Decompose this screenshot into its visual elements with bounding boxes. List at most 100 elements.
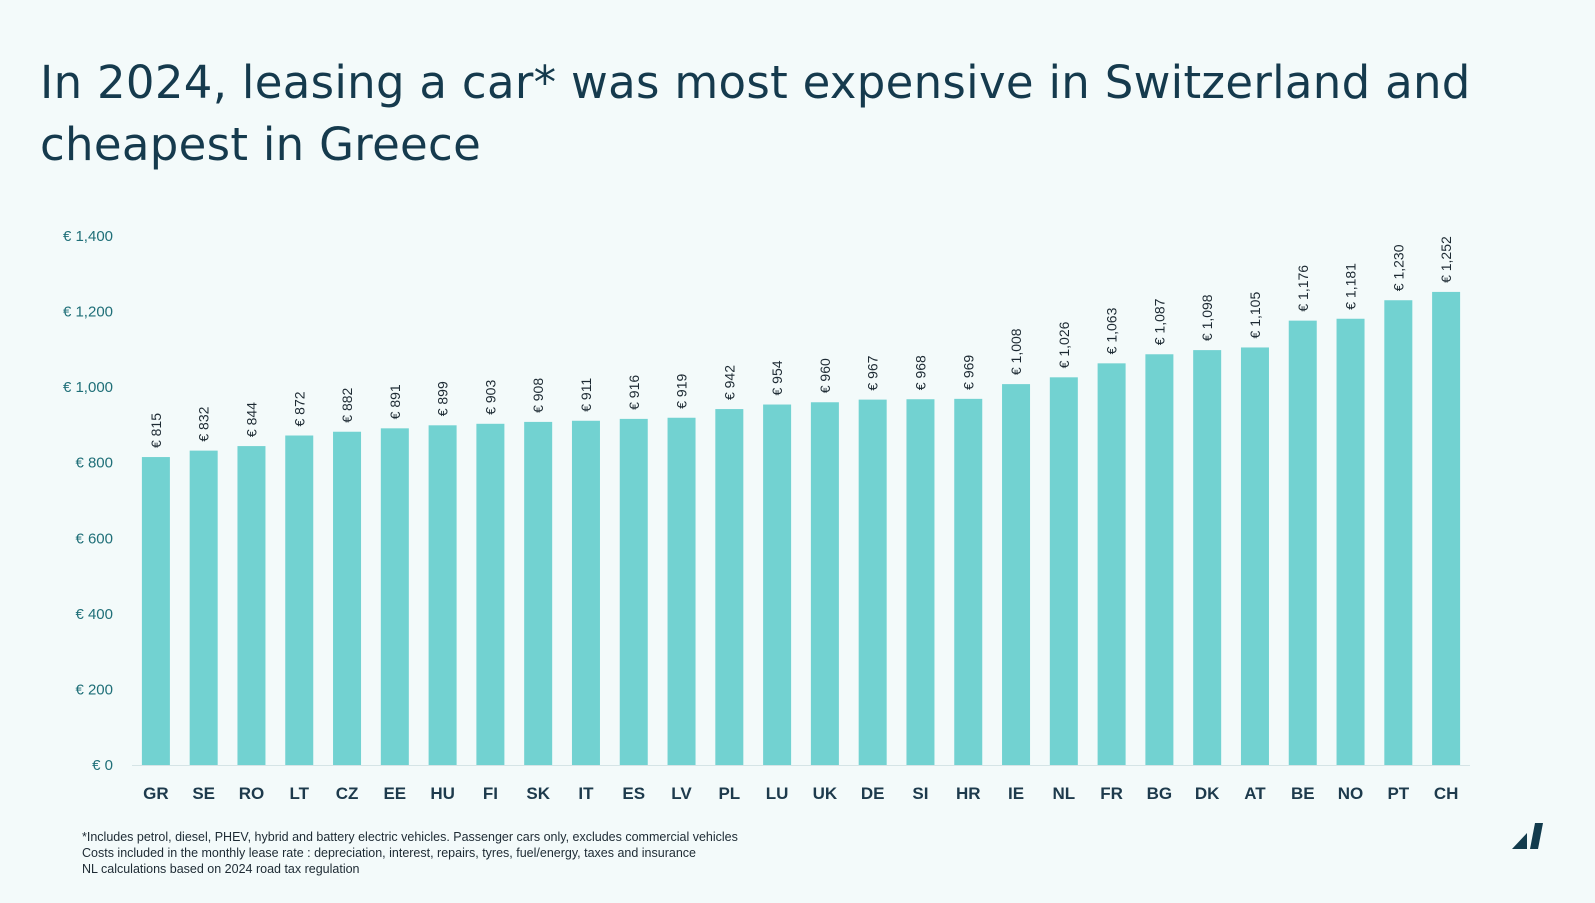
- data-label: € 1,252: [1438, 236, 1454, 283]
- data-label: € 1,087: [1151, 298, 1167, 345]
- y-tick-label: € 1,400: [63, 228, 113, 245]
- x-tick-label: FR: [1100, 784, 1123, 803]
- footnote-nl-tax: NL calculations based on 2024 road tax r…: [82, 862, 360, 876]
- x-tick-label: FI: [483, 784, 498, 803]
- x-tick-label: BG: [1147, 784, 1173, 803]
- y-tick-label: € 800: [75, 455, 113, 472]
- data-label: € 872: [291, 391, 307, 426]
- data-label: € 1,063: [1104, 307, 1120, 354]
- x-tick-label: HU: [430, 784, 455, 803]
- bar: [1145, 354, 1174, 765]
- bar: [1288, 320, 1317, 765]
- y-tick-label: € 400: [75, 606, 113, 623]
- data-label: € 1,176: [1295, 265, 1311, 312]
- bar: [333, 431, 362, 765]
- x-tick-label: IE: [1008, 784, 1024, 803]
- data-label: € 908: [530, 378, 546, 413]
- x-tick-label: EE: [383, 784, 406, 803]
- data-label: € 1,026: [1056, 321, 1072, 368]
- bar-series: [141, 291, 1461, 765]
- bar: [810, 402, 839, 765]
- data-label: € 968: [912, 355, 928, 390]
- data-label: € 916: [626, 375, 642, 410]
- bar: [1240, 347, 1269, 765]
- x-tick-label: PT: [1387, 784, 1409, 803]
- x-tick-label: NL: [1052, 784, 1075, 803]
- data-label: € 844: [243, 402, 259, 437]
- bar: [906, 399, 935, 765]
- bar: [524, 421, 553, 765]
- bar: [571, 420, 600, 765]
- x-tick-label: LV: [671, 784, 692, 803]
- x-tick-label: DE: [861, 784, 885, 803]
- data-label: € 954: [769, 360, 785, 395]
- data-label: € 882: [339, 387, 355, 422]
- data-label: € 1,105: [1247, 292, 1263, 339]
- x-tick-label: CH: [1434, 784, 1459, 803]
- bar: [667, 417, 696, 765]
- bar: [1049, 377, 1078, 765]
- x-tick-label: IT: [578, 784, 594, 803]
- bar: [858, 399, 887, 765]
- bar: [954, 398, 983, 765]
- data-label: € 969: [960, 355, 976, 390]
- data-label: € 815: [148, 413, 164, 448]
- data-label: € 903: [482, 380, 498, 415]
- data-label: € 891: [387, 384, 403, 419]
- bar: [763, 404, 792, 765]
- bar: [715, 409, 744, 765]
- y-tick-label: € 0: [92, 757, 113, 774]
- x-tick-label: RO: [239, 784, 265, 803]
- bar: [1336, 318, 1365, 765]
- x-tick-label: PL: [718, 784, 740, 803]
- y-tick-label: € 1,200: [63, 304, 113, 321]
- x-tick-label: SE: [192, 784, 215, 803]
- bar: [1193, 350, 1222, 765]
- bar: [285, 435, 314, 765]
- bar: [1002, 384, 1031, 765]
- chart-title: In 2024, leasing a car* was most expensi…: [40, 56, 1471, 171]
- data-label: € 832: [196, 406, 212, 441]
- bar: [237, 446, 266, 765]
- x-tick-label: UK: [813, 784, 838, 803]
- x-tick-label: ES: [622, 784, 645, 803]
- x-tick-label: CZ: [336, 784, 359, 803]
- x-tick-label: DK: [1195, 784, 1220, 803]
- data-label: € 960: [817, 358, 833, 393]
- x-tick-label: SK: [526, 784, 550, 803]
- footnote-vehicles: *Includes petrol, diesel, PHEV, hybrid a…: [82, 830, 738, 844]
- data-label: € 967: [865, 355, 881, 390]
- footnotes: *Includes petrol, diesel, PHEV, hybrid a…: [82, 829, 738, 877]
- x-tick-label: GR: [143, 784, 169, 803]
- data-label: € 919: [674, 374, 690, 409]
- data-label: € 942: [721, 365, 737, 400]
- x-tick-label: SI: [912, 784, 928, 803]
- y-axis: € 0 € 200 € 400 € 600 € 800 € 1,000 € 1,200 € 1…: [63, 228, 113, 774]
- data-label: € 1,181: [1343, 263, 1359, 310]
- y-tick-label: € 200: [75, 681, 113, 698]
- bar: [476, 423, 505, 765]
- x-tick-label: HR: [956, 784, 981, 803]
- data-label: € 1,230: [1390, 244, 1406, 291]
- bar: [380, 428, 409, 765]
- data-label: € 899: [435, 381, 451, 416]
- y-tick-label: € 1,000: [63, 379, 113, 396]
- bar: [1432, 291, 1461, 765]
- x-tick-label: LU: [766, 784, 789, 803]
- data-label: € 911: [578, 378, 594, 412]
- bar: [189, 450, 218, 765]
- data-label: € 1,098: [1199, 294, 1215, 341]
- brand-logo-icon: [1512, 822, 1546, 854]
- bar: [1097, 363, 1126, 765]
- bar: [428, 425, 457, 765]
- y-tick-label: € 600: [75, 530, 113, 547]
- x-axis: GR SE RO LT CZ EE HU FI SK IT ES LV PL LU UK DE SI HR IE NL…: [132, 765, 1470, 803]
- bar: [141, 457, 170, 765]
- x-tick-label: BE: [1291, 784, 1315, 803]
- bar: [619, 418, 648, 765]
- footnote-costs: Costs included in the monthly lease rate…: [82, 846, 696, 860]
- x-tick-label: NO: [1338, 784, 1364, 803]
- data-label: € 1,008: [1008, 328, 1024, 375]
- bar: [1384, 300, 1413, 765]
